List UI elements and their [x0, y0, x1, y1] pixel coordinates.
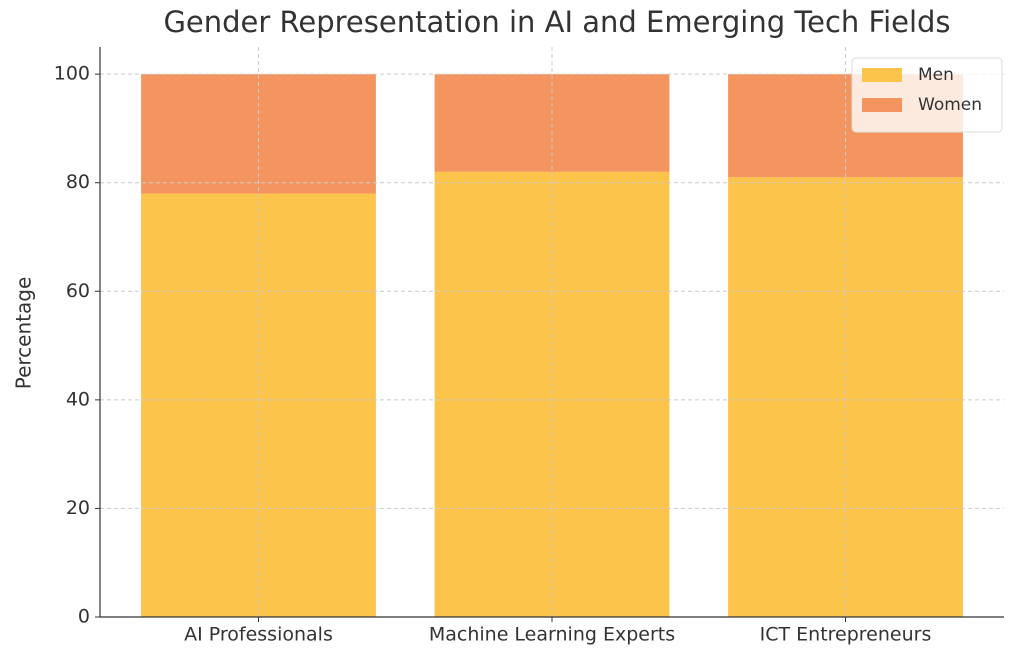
legend: Men Women: [851, 57, 1003, 133]
legend-swatch: [862, 98, 902, 112]
y-axis-label: Percentage: [12, 277, 36, 390]
bar-segment: [434, 74, 670, 172]
y-tick-label: 0: [78, 606, 90, 628]
x-tick-label: AI Professionals: [184, 624, 333, 646]
x-tick-label: ICT Entrepreneurs: [760, 624, 932, 646]
legend-label: Men: [918, 65, 954, 85]
y-tick-label: 60: [66, 280, 90, 302]
y-tick-label: 40: [66, 388, 90, 410]
y-tick-label: 20: [66, 497, 90, 519]
y-tick-label: 80: [66, 171, 90, 193]
chart-title: Gender Representation in AI and Emerging…: [163, 5, 950, 39]
legend-label: Women: [918, 95, 982, 115]
legend-swatch: [862, 68, 902, 82]
y-tick-label: 100: [54, 63, 90, 85]
x-tick-label: Machine Learning Experts: [429, 624, 675, 646]
